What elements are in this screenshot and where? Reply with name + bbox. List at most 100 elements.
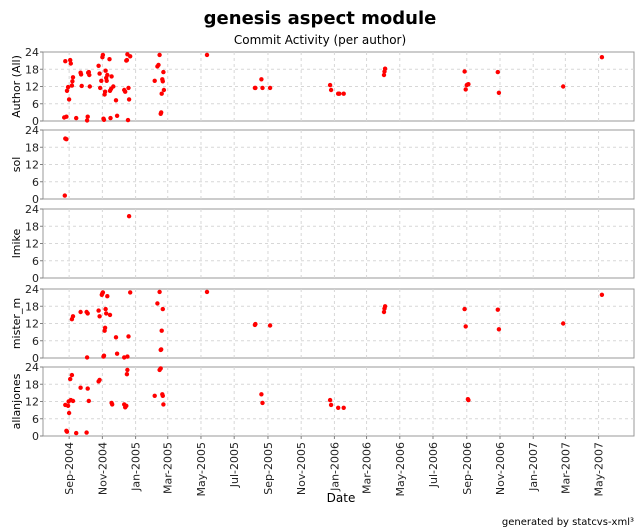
data-point [62, 193, 67, 198]
data-point [253, 85, 258, 91]
chart-title: genesis aspect module [204, 8, 437, 29]
x-tick-label: Sep-2004 [63, 442, 76, 495]
data-point [78, 72, 84, 77]
data-point [74, 430, 79, 436]
data-point [382, 66, 388, 71]
data-point [152, 393, 157, 398]
y-tick-label: 24 [25, 361, 39, 374]
data-point [85, 386, 90, 391]
data-point [70, 398, 76, 404]
data-point [462, 306, 467, 312]
data-point [599, 292, 605, 297]
data-point [96, 63, 101, 68]
y-tick-label: 12 [25, 318, 39, 331]
data-point [107, 57, 112, 62]
panel-y-label: lmike [10, 228, 23, 258]
data-point [382, 304, 388, 309]
data-point [599, 55, 605, 60]
data-point [78, 385, 83, 390]
data-point [114, 351, 120, 356]
data-point [327, 82, 333, 88]
y-tick-label: 24 [25, 283, 39, 296]
data-point [159, 328, 164, 333]
data-point [259, 392, 264, 397]
data-point [64, 114, 69, 119]
data-point [128, 54, 133, 59]
data-point [102, 325, 108, 330]
y-tick-label: 0 [32, 430, 39, 443]
data-point [105, 294, 110, 299]
data-point [109, 74, 114, 79]
x-tick-label: Jan-2005 [130, 442, 143, 492]
data-point [381, 309, 387, 315]
data-point [327, 397, 333, 403]
x-tick-label: Nov-2005 [295, 442, 308, 495]
data-point [561, 321, 566, 326]
y-tick-label: 0 [32, 193, 39, 206]
data-point [103, 68, 108, 73]
data-point [204, 289, 210, 295]
data-point [87, 72, 92, 78]
x-axis: Sep-2004 Nov-2004 Jan-2005 Mar-2005 May-2005… [63, 436, 606, 497]
data-point [328, 87, 334, 93]
data-point [64, 429, 70, 434]
data-point [155, 301, 160, 306]
data-point [68, 61, 74, 66]
data-point [97, 71, 102, 76]
x-tick-label: Nov-2004 [96, 442, 109, 495]
data-point [337, 91, 342, 96]
data-point [100, 290, 106, 295]
data-point [110, 402, 115, 407]
data-point [65, 403, 71, 408]
data-point [84, 430, 89, 435]
data-point [160, 79, 165, 84]
panel-y-label: sol [10, 157, 23, 173]
data-point [70, 314, 76, 319]
data-point [381, 72, 387, 78]
data-point [260, 85, 265, 91]
data-point [68, 376, 73, 382]
data-point [96, 308, 101, 313]
y-tick-label: 0 [32, 352, 39, 365]
data-point [126, 334, 131, 339]
data-point [161, 402, 166, 407]
y-tick-label: 24 [25, 203, 39, 216]
panel-y-label: Author (All) [10, 55, 23, 118]
chart-subtitle: Commit Activity (per author) [234, 33, 406, 47]
data-point [114, 113, 120, 119]
data-point [260, 400, 265, 406]
data-point [341, 91, 346, 96]
x-tick-label: Mar-2006 [361, 442, 374, 494]
data-point [111, 84, 116, 89]
x-tick-label: Jul-2005 [228, 442, 241, 488]
data-point [126, 85, 131, 91]
data-point [462, 69, 467, 74]
data-point [97, 377, 102, 383]
x-axis-label: Date [327, 491, 356, 505]
data-point [125, 367, 130, 373]
data-point [496, 327, 502, 332]
y-tick-label: 12 [25, 238, 39, 251]
data-point [74, 115, 79, 121]
data-point [267, 323, 273, 328]
x-tick-label: Sep-2006 [461, 442, 474, 495]
y-tick-label: 24 [25, 124, 39, 137]
data-point [495, 69, 500, 75]
panel-sol: 0 6 12 18 24 sol [10, 124, 635, 206]
x-tick-label: Mar-2005 [162, 442, 175, 494]
x-tick-label: Nov-2006 [494, 442, 507, 495]
data-point [124, 403, 129, 408]
data-point [113, 335, 119, 340]
data-point [86, 398, 92, 404]
data-point [126, 97, 132, 102]
data-point [87, 84, 93, 89]
data-point [113, 98, 119, 103]
y-tick-label: 12 [25, 81, 39, 94]
data-point [152, 78, 157, 84]
data-point [128, 290, 133, 295]
x-tick-label: Jan-2006 [328, 442, 341, 492]
data-point [98, 85, 103, 91]
